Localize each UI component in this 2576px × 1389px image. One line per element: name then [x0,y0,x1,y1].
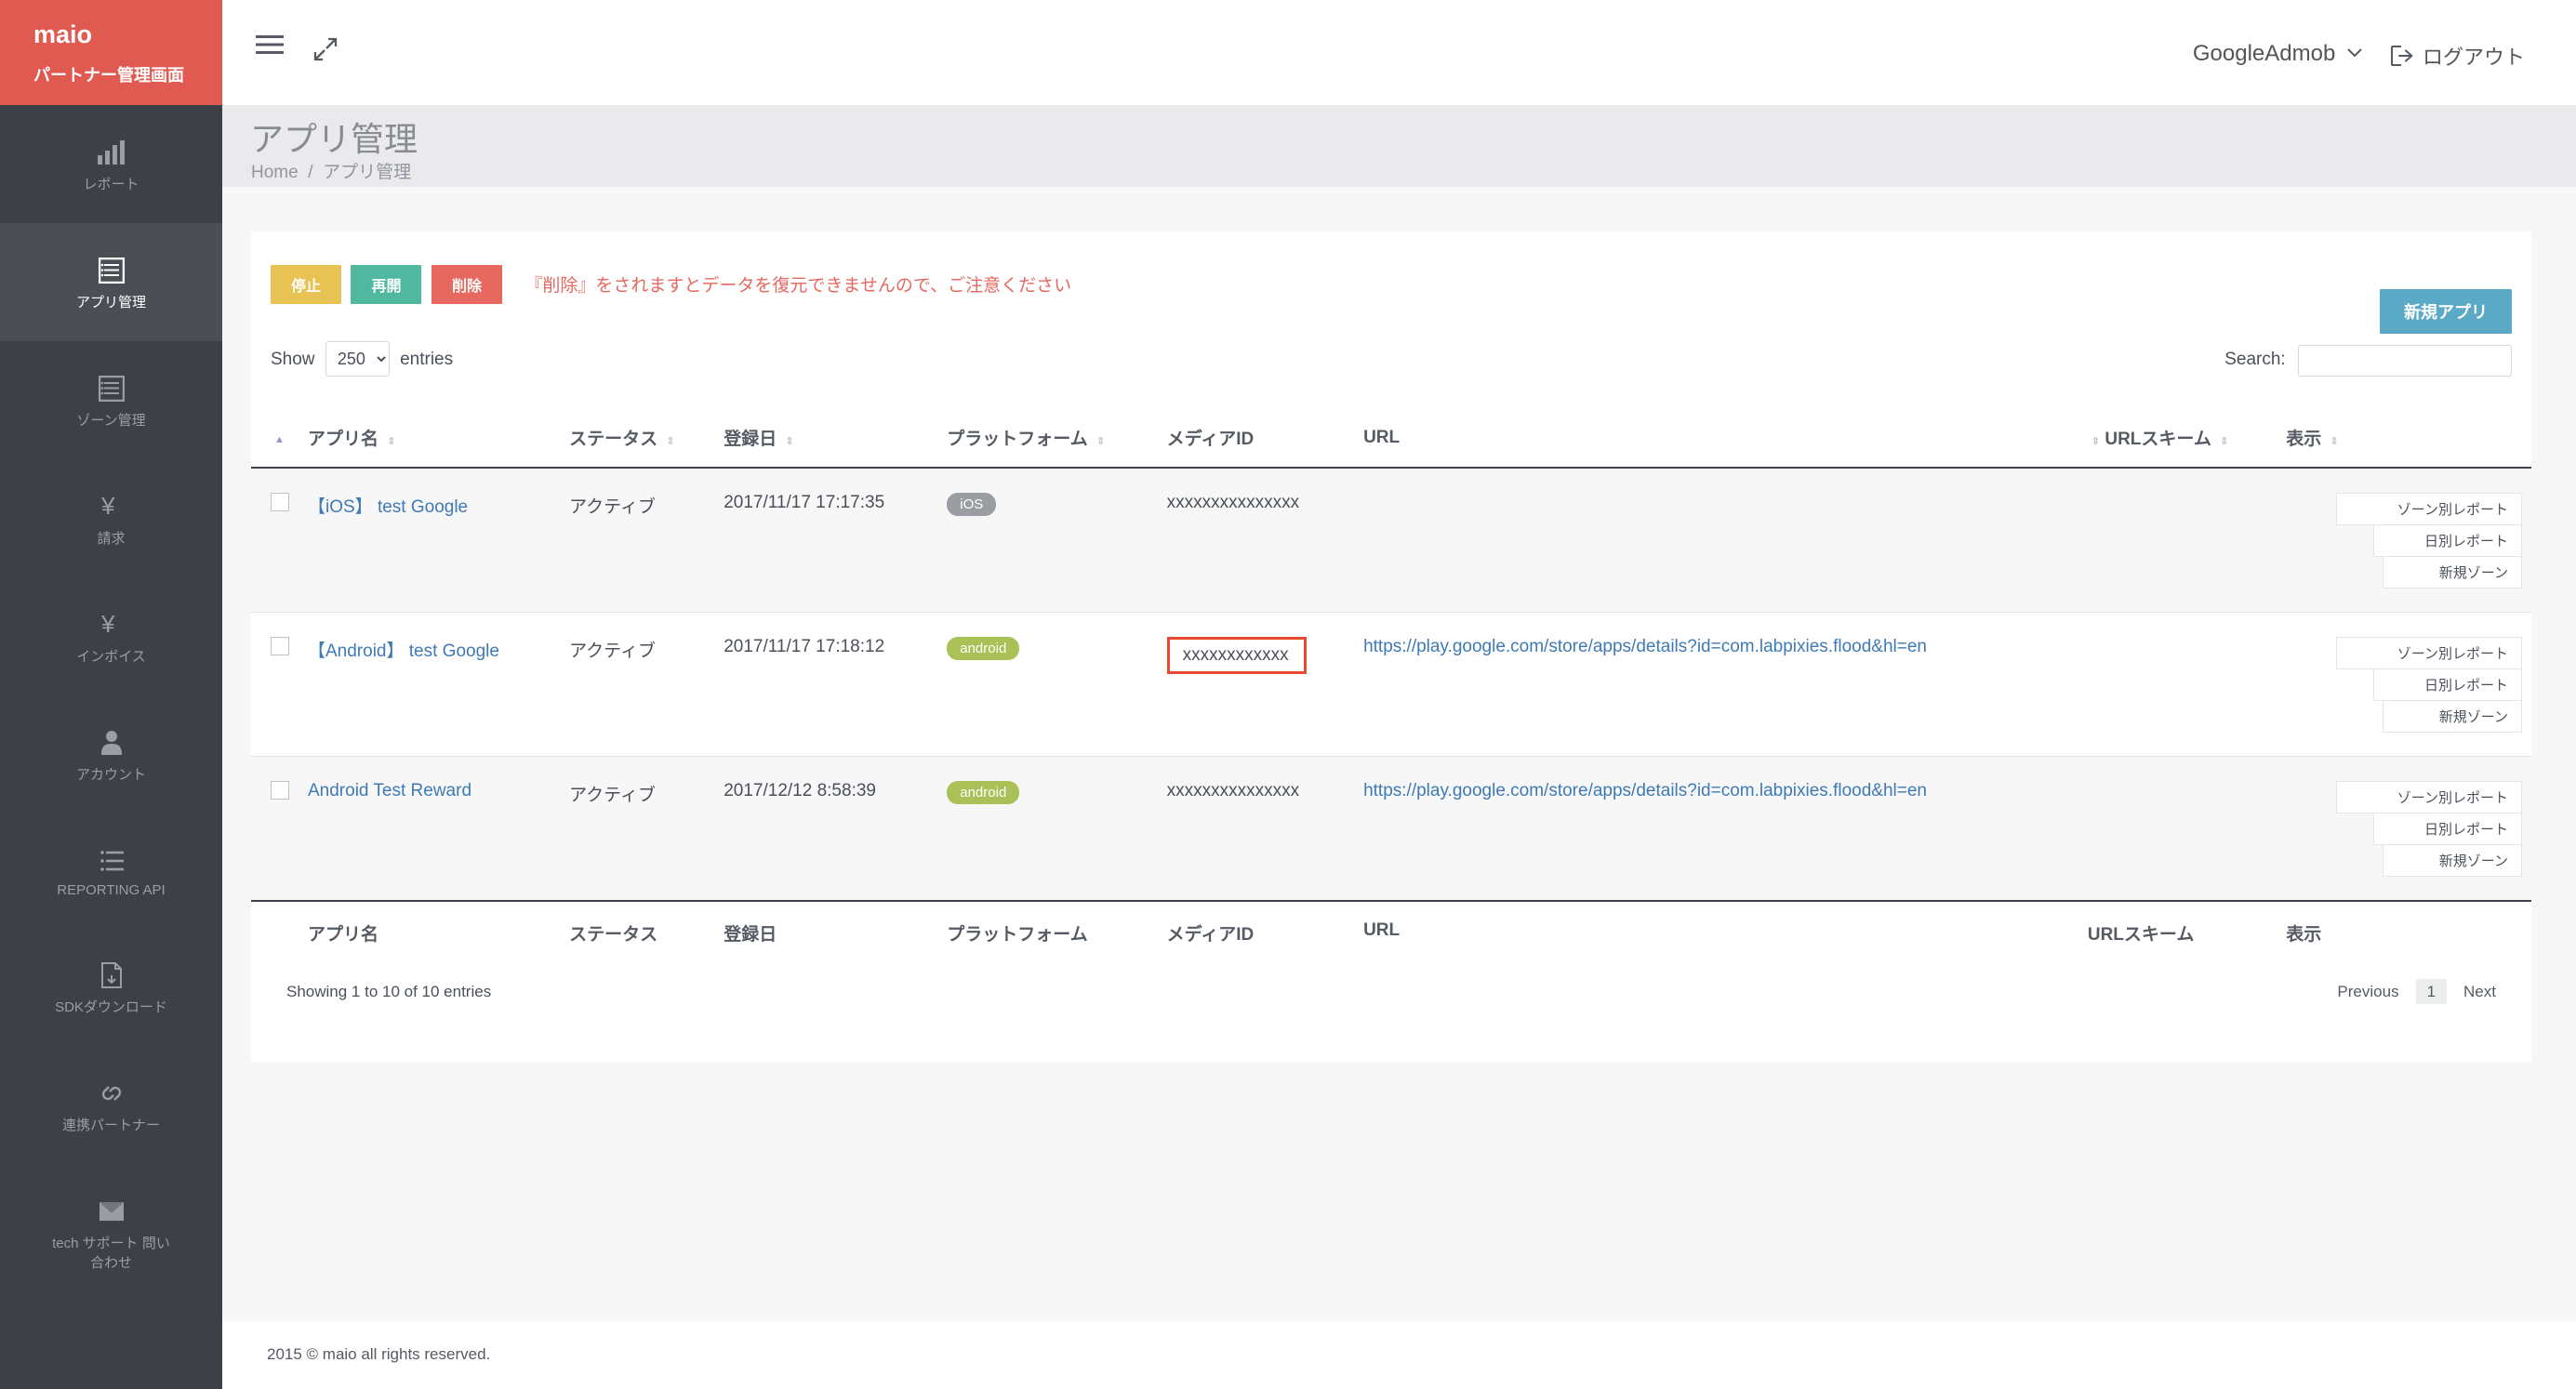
svg-text:¥: ¥ [101,494,115,520]
svg-text:¥: ¥ [101,612,115,638]
